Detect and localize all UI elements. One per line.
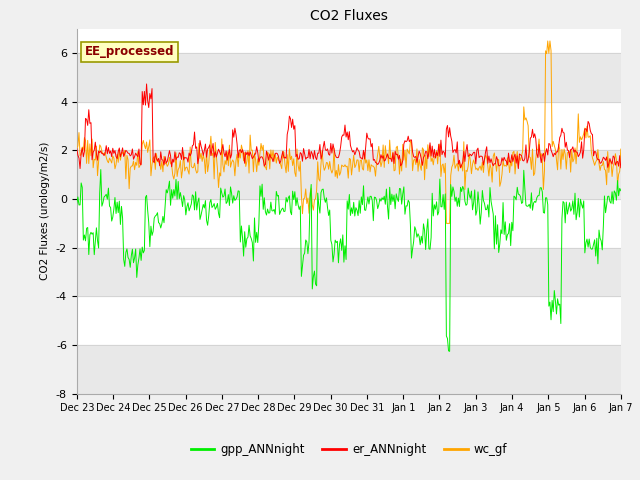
- Legend: gpp_ANNnight, er_ANNnight, wc_gf: gpp_ANNnight, er_ANNnight, wc_gf: [186, 438, 511, 461]
- Y-axis label: CO2 Fluxes (urology/m2/s): CO2 Fluxes (urology/m2/s): [40, 142, 51, 280]
- Text: EE_processed: EE_processed: [85, 45, 175, 58]
- Bar: [77, 53, 621, 102]
- Bar: [77, 150, 621, 199]
- Bar: [77, 248, 621, 296]
- Bar: [77, 345, 621, 394]
- Title: CO2 Fluxes: CO2 Fluxes: [310, 10, 388, 24]
